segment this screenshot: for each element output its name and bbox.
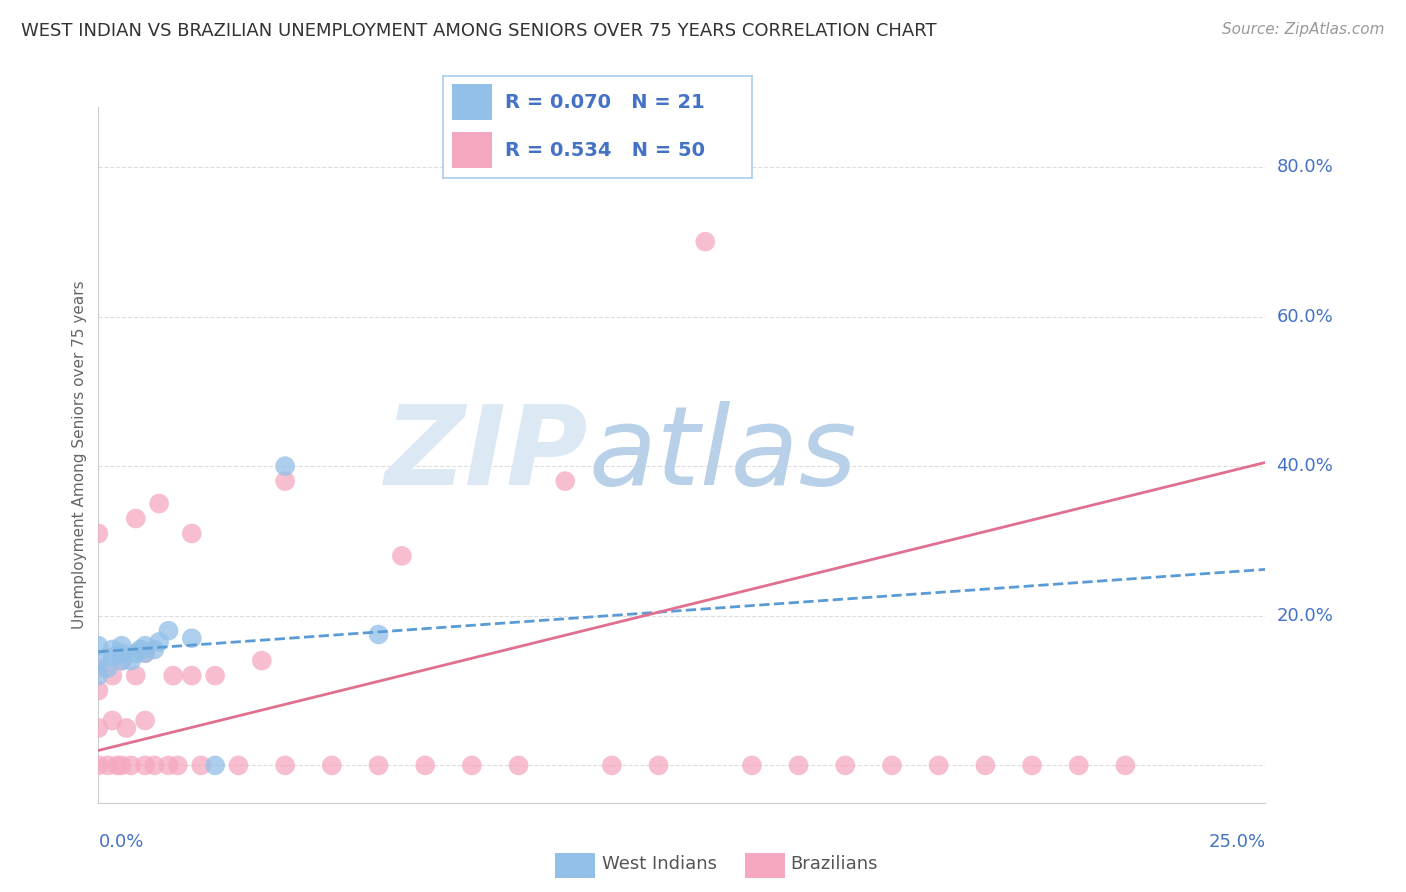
Point bbox=[204, 758, 226, 772]
Point bbox=[101, 649, 124, 664]
Point bbox=[105, 758, 128, 772]
Point bbox=[928, 758, 950, 772]
Text: 80.0%: 80.0% bbox=[1277, 158, 1333, 176]
Point bbox=[367, 627, 389, 641]
Text: 60.0%: 60.0% bbox=[1277, 308, 1333, 326]
Point bbox=[87, 758, 110, 772]
Point bbox=[695, 235, 717, 249]
Point bbox=[554, 474, 576, 488]
Point bbox=[228, 758, 250, 772]
Point bbox=[87, 661, 110, 675]
Bar bbox=[453, 84, 492, 120]
Point bbox=[111, 758, 134, 772]
Point bbox=[111, 654, 134, 668]
Point bbox=[600, 758, 623, 772]
Point bbox=[157, 758, 180, 772]
Point bbox=[974, 758, 997, 772]
Point bbox=[180, 631, 202, 645]
Point bbox=[834, 758, 856, 772]
Point bbox=[413, 758, 436, 772]
Point bbox=[274, 474, 297, 488]
Text: Source: ZipAtlas.com: Source: ZipAtlas.com bbox=[1222, 22, 1385, 37]
Point bbox=[166, 758, 188, 772]
Point bbox=[87, 668, 110, 682]
Text: 20.0%: 20.0% bbox=[1277, 607, 1333, 624]
Point bbox=[143, 642, 166, 657]
Point bbox=[880, 758, 903, 772]
Point bbox=[101, 714, 124, 728]
Text: 25.0%: 25.0% bbox=[1208, 833, 1265, 851]
Point bbox=[111, 646, 134, 660]
Point bbox=[120, 654, 142, 668]
Point bbox=[97, 661, 120, 675]
Point bbox=[508, 758, 530, 772]
Point bbox=[367, 758, 389, 772]
Point bbox=[143, 758, 166, 772]
Point bbox=[87, 654, 110, 668]
Point bbox=[87, 526, 110, 541]
Point bbox=[134, 639, 156, 653]
Point bbox=[148, 635, 170, 649]
Point bbox=[111, 654, 134, 668]
Point bbox=[391, 549, 413, 563]
Point bbox=[125, 668, 148, 682]
Text: WEST INDIAN VS BRAZILIAN UNEMPLOYMENT AMONG SENIORS OVER 75 YEARS CORRELATION CH: WEST INDIAN VS BRAZILIAN UNEMPLOYMENT AM… bbox=[21, 22, 936, 40]
Point bbox=[1067, 758, 1090, 772]
Point bbox=[111, 639, 134, 653]
Y-axis label: Unemployment Among Seniors over 75 years: Unemployment Among Seniors over 75 years bbox=[72, 281, 87, 629]
Point bbox=[101, 668, 124, 682]
Point bbox=[1114, 758, 1136, 772]
Point bbox=[274, 758, 297, 772]
Point bbox=[190, 758, 212, 772]
Point bbox=[87, 721, 110, 735]
Point bbox=[204, 668, 226, 682]
Point bbox=[461, 758, 484, 772]
Text: R = 0.070   N = 21: R = 0.070 N = 21 bbox=[505, 93, 704, 112]
Point bbox=[134, 646, 156, 660]
Point bbox=[647, 758, 669, 772]
Point bbox=[180, 668, 202, 682]
Point bbox=[129, 642, 152, 657]
Point bbox=[180, 526, 202, 541]
Point bbox=[115, 721, 138, 735]
Point bbox=[125, 511, 148, 525]
Point bbox=[87, 683, 110, 698]
Point bbox=[250, 654, 273, 668]
Point bbox=[274, 459, 297, 474]
Point bbox=[120, 758, 142, 772]
Point bbox=[741, 758, 763, 772]
Point bbox=[148, 497, 170, 511]
Text: atlas: atlas bbox=[589, 401, 858, 508]
Point bbox=[134, 714, 156, 728]
Text: Brazilians: Brazilians bbox=[790, 855, 877, 873]
Point bbox=[125, 646, 148, 660]
Text: R = 0.534   N = 50: R = 0.534 N = 50 bbox=[505, 141, 704, 161]
Point bbox=[101, 642, 124, 657]
Bar bbox=[453, 132, 492, 168]
Text: ZIP: ZIP bbox=[385, 401, 589, 508]
Point bbox=[1021, 758, 1043, 772]
Point bbox=[157, 624, 180, 638]
Point bbox=[162, 668, 184, 682]
Point bbox=[134, 758, 156, 772]
Point bbox=[87, 639, 110, 653]
Text: 0.0%: 0.0% bbox=[98, 833, 143, 851]
Text: West Indians: West Indians bbox=[602, 855, 717, 873]
Point bbox=[321, 758, 343, 772]
Point bbox=[787, 758, 810, 772]
Point bbox=[97, 758, 120, 772]
Text: 40.0%: 40.0% bbox=[1277, 457, 1333, 475]
Point bbox=[134, 646, 156, 660]
